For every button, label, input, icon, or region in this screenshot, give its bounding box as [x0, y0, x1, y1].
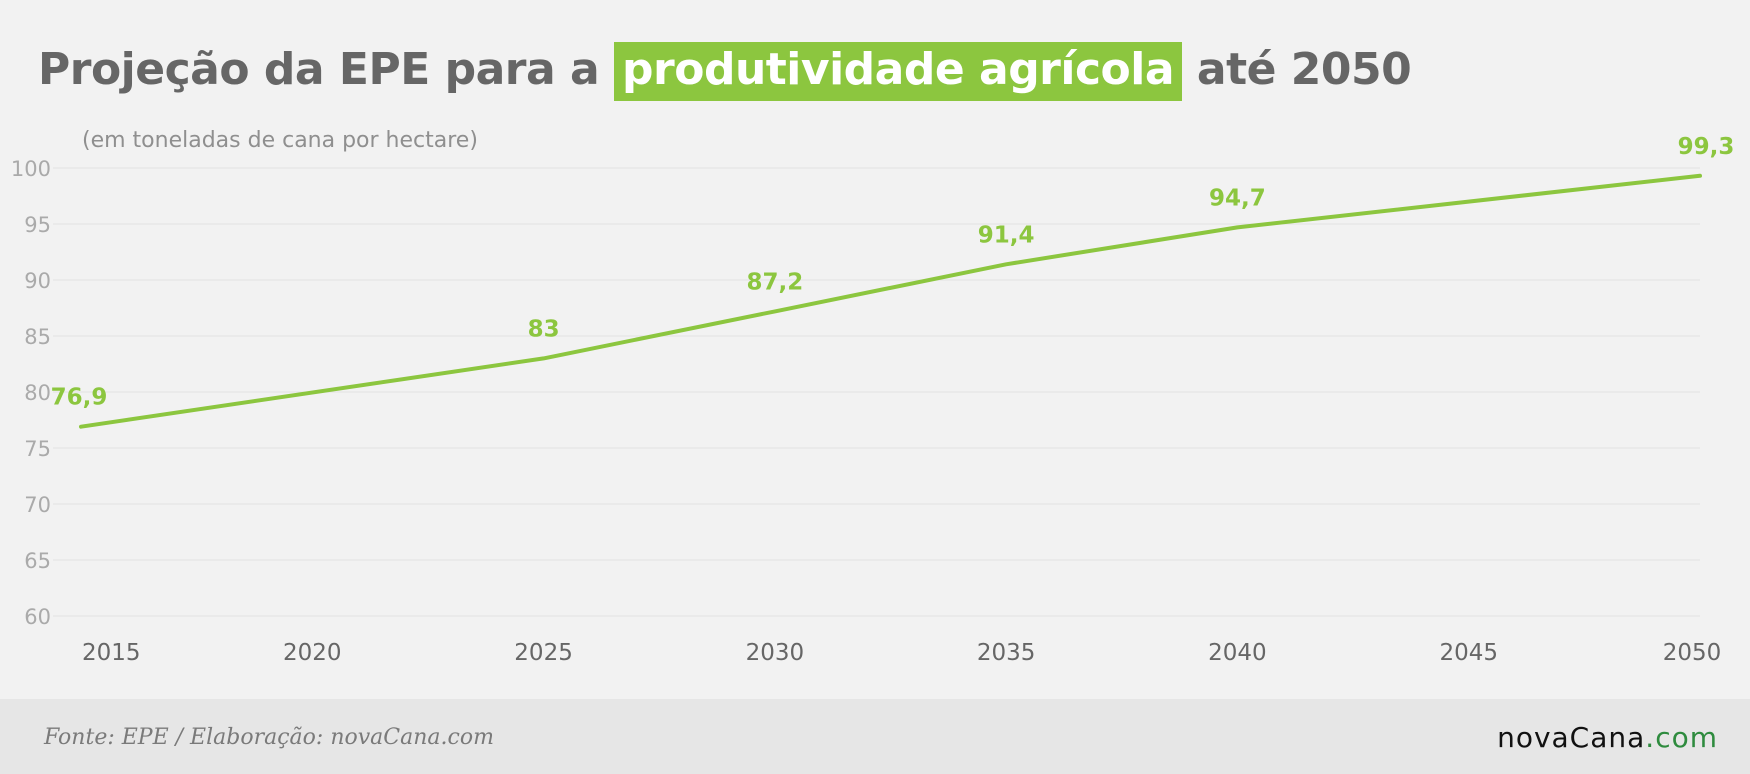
chart-subtitle: (em toneladas de cana por hectare) [82, 128, 478, 153]
y-tick-label: 80 [24, 381, 51, 405]
x-tick-label: 2015 [82, 640, 141, 666]
brand-name: novaCana [1497, 721, 1646, 754]
data-label: 76,9 [51, 385, 108, 411]
brand-logo: novaCana.com [1497, 721, 1718, 754]
series-line [79, 173, 1702, 429]
y-tick-label: 75 [24, 437, 51, 461]
y-tick-label: 95 [24, 213, 51, 237]
x-tick-label: 2035 [977, 640, 1036, 666]
chart-title: Projeção da EPE para a produtividade agr… [38, 42, 1412, 101]
x-tick-label: 2025 [514, 640, 573, 666]
brand-suffix: .com [1645, 721, 1718, 754]
data-label: 87,2 [746, 269, 803, 295]
y-tick-label: 100 [11, 157, 51, 181]
title-highlight: produtividade agrícola [614, 42, 1183, 101]
x-tick-label: 2045 [1439, 640, 1498, 666]
y-tick-label: 85 [24, 325, 51, 349]
data-label: 83 [528, 316, 560, 342]
data-label: 94,7 [1209, 185, 1266, 211]
y-tick-label: 60 [24, 605, 51, 629]
source-note: Fonte: EPE / Elaboração: novaCana.com [44, 725, 494, 750]
x-tick-label: 2040 [1208, 640, 1267, 666]
title-suffix: até 2050 [1196, 44, 1412, 95]
footer-bar: Fonte: EPE / Elaboração: novaCana.com no… [0, 699, 1750, 774]
line-chart: 60 65 70 75 80 85 90 95 100 2015 2020 2025 2030 2035 2… [11, 134, 1735, 666]
x-tick-label: 2020 [283, 640, 342, 666]
data-label: 99,3 [1678, 134, 1735, 160]
x-tick-label: 2050 [1663, 640, 1722, 666]
y-tick-label: 90 [24, 269, 51, 293]
data-label: 91,4 [978, 222, 1035, 248]
y-tick-label: 65 [24, 549, 51, 573]
y-tick-label: 70 [24, 493, 51, 517]
x-tick-label: 2030 [746, 640, 805, 666]
title-prefix: Projeção da EPE para a [38, 44, 600, 95]
